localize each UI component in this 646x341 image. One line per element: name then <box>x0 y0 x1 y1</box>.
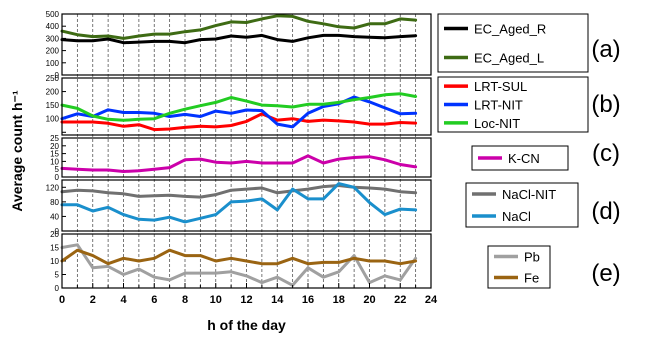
x-tick-label: 20 <box>363 294 375 306</box>
series-line-pb <box>60 243 418 287</box>
x-tick-label: 2 <box>90 294 96 306</box>
x-tick-label: 18 <box>333 294 345 306</box>
y-tick-label: 80 <box>50 198 59 207</box>
legend-box <box>465 182 579 228</box>
y-tick-label: 15 <box>50 244 59 253</box>
y-tick-label: 0 <box>55 227 60 236</box>
x-tick-label: 6 <box>151 294 157 306</box>
y-tick-label: 5 <box>55 165 60 174</box>
legend-label: Fe <box>524 271 539 286</box>
legend-label: Pb <box>524 250 540 265</box>
panel-frame <box>61 179 432 232</box>
x-axis-title: h of the day <box>207 317 286 333</box>
panel-label: (d) <box>591 198 620 225</box>
legend-label: K-CN <box>508 151 540 166</box>
legend-box <box>437 13 589 73</box>
y-tick-label: 100 <box>46 59 60 68</box>
series-line-k-cn <box>60 154 418 173</box>
y-tick-label: 20 <box>50 142 59 151</box>
legend-label: EC_Aged_R <box>474 22 546 37</box>
legend-label: LRT-NIT <box>474 98 523 113</box>
legend-label: Loc-NIT <box>474 116 520 131</box>
panel-frame <box>61 77 432 136</box>
y-tick-label: 10 <box>50 257 59 266</box>
panel-frame <box>61 137 432 178</box>
y-tick-label: 100 <box>46 115 60 124</box>
y-tick-label: 500 <box>46 10 60 19</box>
y-tick-label: 200 <box>46 47 60 56</box>
panel-label: (b) <box>591 91 620 118</box>
y-tick-label: 200 <box>46 88 60 97</box>
y-tick-label: 40 <box>50 212 59 221</box>
x-tick-label: 16 <box>302 294 314 306</box>
y-tick-label: 150 <box>46 101 60 110</box>
legend-label: EC_Aged_L <box>474 51 544 66</box>
series-line-lrt-sul <box>60 112 418 132</box>
legend-label: LRT-SUL <box>474 79 527 94</box>
y-tick-label: 0 <box>55 284 60 293</box>
series-line-ec_aged_l <box>60 14 418 40</box>
x-tick-label: 10 <box>210 294 222 306</box>
y-tick-label: 10 <box>50 157 59 166</box>
y-tick-label: 250 <box>46 74 60 83</box>
x-tick-label: 12 <box>240 294 252 306</box>
series-line-nacl-nit <box>60 184 418 199</box>
x-tick-label: 4 <box>120 294 127 306</box>
panel-frame <box>61 13 432 76</box>
y-tick-label: 0 <box>55 71 60 80</box>
series-line-loc-nit <box>60 92 418 122</box>
x-tick-label: 0 <box>59 294 65 306</box>
legend-label: NaCl <box>502 209 531 224</box>
legend-label: NaCl-NIT <box>502 187 556 202</box>
x-tick-label: 22 <box>394 294 406 306</box>
y-tick-label: 15 <box>50 150 59 159</box>
panel-label: (a) <box>591 36 620 63</box>
y-tick-label: 20 <box>50 230 59 239</box>
y-tick-label: 5 <box>55 271 60 280</box>
y-tick-label: 300 <box>46 34 60 43</box>
panel-label: (c) <box>592 140 620 167</box>
y-tick-label: 25 <box>50 134 59 143</box>
y-tick-label: 120 <box>46 183 60 192</box>
y-tick-label: 0 <box>55 173 60 182</box>
y-tick-label: 400 <box>46 22 60 31</box>
x-tick-label: 8 <box>182 294 188 306</box>
series-line-ec_aged_r <box>60 33 418 45</box>
x-tick-label: 14 <box>271 294 284 306</box>
series-line-nacl <box>60 182 418 224</box>
y-axis-title: Average count h⁻¹ <box>9 90 25 212</box>
panel-label: (e) <box>591 260 620 287</box>
legend-box <box>487 245 551 289</box>
x-tick-label: 24 <box>425 294 438 306</box>
series-line-fe <box>60 248 418 266</box>
series-line-lrt-nit <box>60 95 418 129</box>
